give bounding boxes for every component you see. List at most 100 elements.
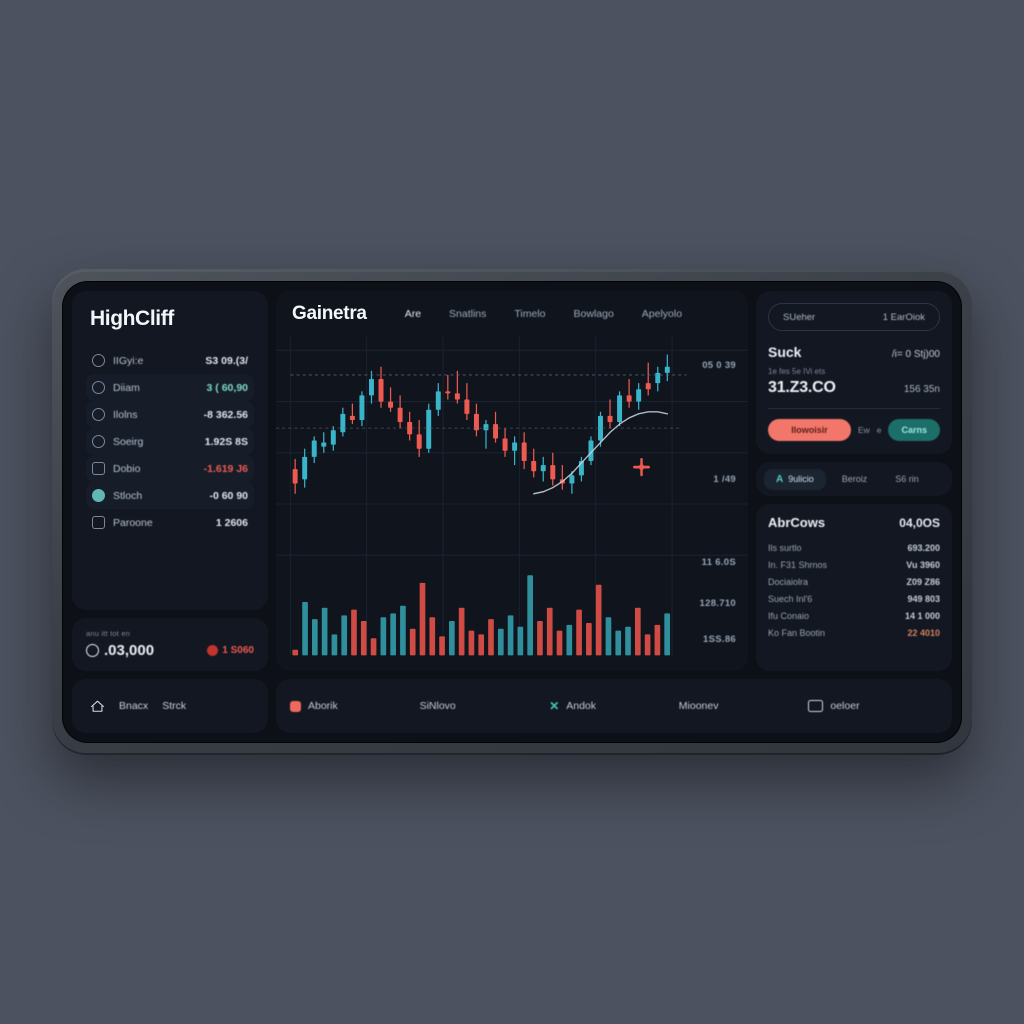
holdings-title: AbrCows bbox=[768, 515, 826, 530]
holdings-row[interactable]: Ko Fan Bootin 22 4010 bbox=[768, 624, 940, 641]
segment-button[interactable]: S6 rin bbox=[883, 469, 931, 489]
dock-item-label: Aborik bbox=[308, 700, 338, 712]
sidebar-row-value: -8 362.56 bbox=[203, 408, 248, 421]
dock-item[interactable]: Mioonev bbox=[679, 700, 809, 712]
chart-nav-tab[interactable]: Bowlago bbox=[573, 308, 614, 320]
holdings-row-value: 22 4010 bbox=[907, 627, 940, 638]
home-icon[interactable] bbox=[90, 700, 105, 713]
sidebar-row[interactable]: Ilolns -8 362.56 bbox=[86, 401, 254, 428]
holdings-row-value: 14 1 000 bbox=[904, 610, 940, 621]
main-content-area: HighCliff IIGyi:e S3 09.(3/Diiam 3 ( 60,90… bbox=[72, 291, 952, 671]
search-pill[interactable]: SUeher 1 EarOiok bbox=[768, 303, 940, 331]
x-teal-icon: ✕ bbox=[549, 699, 560, 713]
holdings-row-value: Z09 Z86 bbox=[906, 576, 940, 587]
right-panel: SUeher 1 EarOiok Suck /i= 0 Stj)00 1e fe… bbox=[756, 291, 952, 671]
candlestick-chart[interactable] bbox=[276, 337, 748, 671]
price-axis-label: 11 6.0S bbox=[701, 557, 736, 569]
chart-nav-tab[interactable]: Timelo bbox=[514, 308, 546, 320]
circle-icon bbox=[92, 381, 105, 394]
quote-actions: Ilowoisir Ew e Carns bbox=[768, 419, 940, 441]
sidebar-row[interactable]: Diiam 3 ( 60,90 bbox=[86, 374, 254, 401]
holdings-row-label: Ils surtlo bbox=[768, 542, 802, 553]
sidebar-rows: IIGyi:e S3 09.(3/Diiam 3 ( 60,90 Ilolns -8 3… bbox=[86, 347, 254, 536]
divider bbox=[768, 408, 940, 409]
circle-icon bbox=[92, 435, 105, 448]
alert-dot-icon bbox=[207, 645, 219, 656]
red-square-icon bbox=[290, 700, 301, 712]
holdings-row[interactable]: Ifu Conaio 14 1 000 bbox=[768, 607, 940, 624]
segment-button[interactable]: A 9ulicio bbox=[764, 468, 826, 490]
quote-card: SUeher 1 EarOiok Suck /i= 0 Stj)00 1e fe… bbox=[756, 291, 952, 454]
sidebar-row-value: 3 ( 60,90 bbox=[206, 381, 248, 394]
holdings-row[interactable]: Dociaiolra Z09 Z86 bbox=[768, 573, 940, 590]
dock-item[interactable]: Aborik bbox=[290, 700, 420, 712]
chart-panel: Gainetra Are Snatlins Timelo Bowlago Apelyol… bbox=[276, 291, 748, 671]
quote-change: /i= 0 Stj)00 bbox=[891, 349, 940, 360]
dock-item-label: SiNlovo bbox=[419, 700, 456, 712]
segment-label: S6 rin bbox=[895, 474, 919, 484]
segment-label: 9ulicio bbox=[788, 474, 814, 484]
sidebar-row[interactable]: Stloch -0 60 90 bbox=[86, 482, 254, 509]
sidebar-row-value: -1.619 J6 bbox=[203, 462, 248, 475]
holdings-row[interactable]: Suech Inl'6 949 803 bbox=[768, 590, 940, 607]
buy-button[interactable]: Carns bbox=[888, 419, 940, 441]
dock-item[interactable]: SiNlovo bbox=[420, 700, 550, 712]
price-axis-label: 128.710 bbox=[699, 597, 736, 609]
sidebar-row[interactable]: Paroone 1 2606 bbox=[86, 509, 254, 536]
holdings-row-value: Vu 3960 bbox=[906, 559, 940, 570]
chart-body[interactable]: 05 0 39 1 /49 11 6.0S 128.710 1SS.86 bbox=[276, 337, 748, 671]
square-icon bbox=[92, 462, 105, 475]
sidebar-row-label: Ilolns bbox=[113, 408, 138, 421]
sidebar-panel: HighCliff IIGyi:e S3 09.(3/Diiam 3 ( 60,90… bbox=[72, 291, 268, 610]
brand-title: HighCliff bbox=[90, 307, 174, 330]
quote-price: 31.Z3.CO bbox=[768, 379, 836, 396]
dock-item[interactable]: oeloer bbox=[808, 700, 938, 712]
sell-button[interactable]: Ilowoisir bbox=[768, 419, 851, 441]
holdings-header: AbrCows 04,0OS bbox=[768, 515, 940, 530]
dock-left-secondary[interactable]: Strck bbox=[162, 700, 187, 712]
chart-nav-tab[interactable]: Are bbox=[404, 308, 422, 320]
camera-icon bbox=[808, 700, 824, 712]
tablet-screen: HighCliff IIGyi:e S3 09.(3/Diiam 3 ( 60,90… bbox=[62, 281, 962, 743]
quote-header: Suck /i= 0 Stj)00 bbox=[768, 344, 940, 360]
circle-icon bbox=[92, 408, 105, 421]
sidebar: HighCliff IIGyi:e S3 09.(3/Diiam 3 ( 60,90… bbox=[72, 291, 268, 671]
holdings-row[interactable]: Ils surtlo 693.200 bbox=[768, 539, 940, 556]
coin-icon bbox=[86, 644, 99, 657]
circle-icon bbox=[92, 354, 105, 367]
summary-caption: anu itt tot en bbox=[86, 629, 131, 638]
sidebar-row[interactable]: IIGyi:e S3 09.(3/ bbox=[86, 347, 254, 374]
summary-line: .03,000 1 S060 bbox=[86, 642, 254, 659]
segmented-control: A 9ulicio Beroiz S6 rin bbox=[756, 462, 952, 496]
quote-price-row: 31.Z3.CO 156 35n bbox=[768, 379, 940, 397]
sidebar-row-label: IIGyi:e bbox=[113, 354, 144, 367]
price-axis-label: 05 0 39 bbox=[702, 360, 736, 372]
tablet-device-frame: HighCliff IIGyi:e S3 09.(3/Diiam 3 ( 60,90… bbox=[52, 269, 972, 755]
bottom-bars: Bnacx Strck Aborik SiNlovo ✕ Andok Mioonev oe… bbox=[72, 679, 952, 733]
sidebar-row-label: Diiam bbox=[113, 381, 140, 394]
square-icon bbox=[92, 516, 105, 529]
chart-nav-tab[interactable]: Snatlins bbox=[449, 308, 487, 320]
holdings-row-label: Ifu Conaio bbox=[768, 610, 810, 621]
dock-item[interactable]: ✕ Andok bbox=[549, 700, 679, 712]
holdings-row[interactable]: In. F31 Shrnos Vu 3960 bbox=[768, 556, 940, 573]
summary-badge: 1 S060 bbox=[207, 645, 254, 656]
segment-button[interactable]: Beroiz bbox=[830, 469, 880, 489]
holdings-row-label: In. F31 Shrnos bbox=[768, 559, 828, 570]
search-pill-left: SUeher bbox=[783, 311, 816, 323]
sidebar-row-label: Paroone bbox=[113, 516, 153, 529]
quote-caption: 1e fes 5e IVi ets bbox=[768, 367, 826, 376]
holdings-row-label: Dociaiolra bbox=[768, 576, 809, 587]
summary-amount-value: .03,000 bbox=[104, 642, 155, 659]
summary-badge-value: 1 S060 bbox=[222, 645, 254, 656]
dock-left: Bnacx Strck bbox=[72, 679, 268, 733]
dock-left-primary[interactable]: Bnacx bbox=[119, 700, 149, 712]
chart-nav-tabs: Are Snatlins Timelo Bowlago Apelyolo bbox=[391, 304, 696, 324]
holdings-row-label: Suech Inl'6 bbox=[768, 593, 813, 604]
dock-item-label: Mioonev bbox=[678, 700, 719, 712]
sidebar-row[interactable]: Soeirg 1.92S 8S bbox=[86, 428, 254, 455]
search-pill-right: 1 EarOiok bbox=[882, 311, 925, 323]
sidebar-row[interactable]: Dobio -1.619 J6 bbox=[86, 455, 254, 482]
sidebar-row-value: 1 2606 bbox=[215, 516, 248, 529]
chart-nav-tab[interactable]: Apelyolo bbox=[641, 308, 683, 320]
